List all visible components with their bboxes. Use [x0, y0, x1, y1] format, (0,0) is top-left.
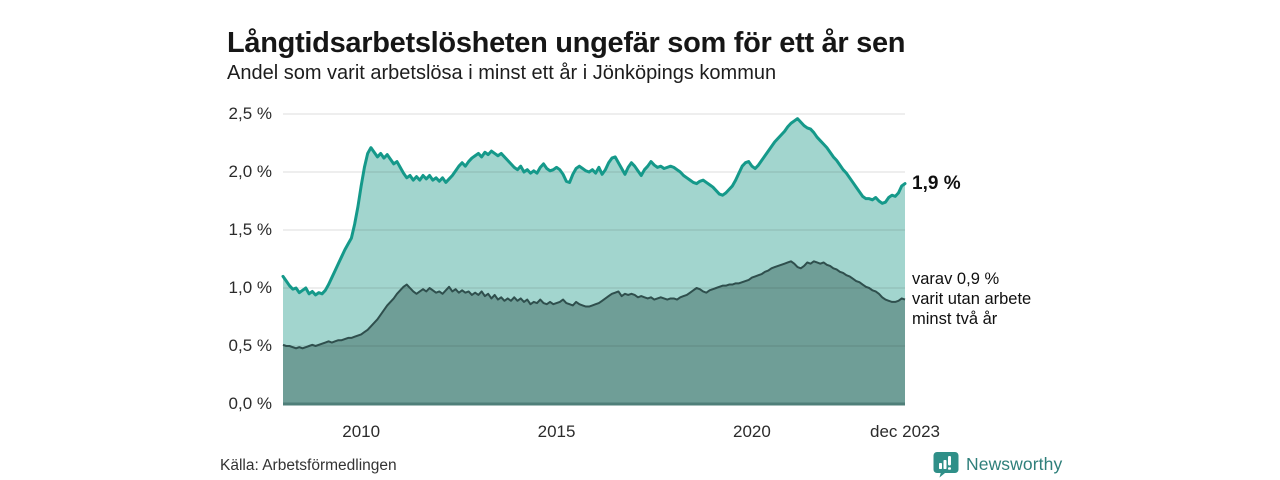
end-label-two-year-note: varav 0,9 % varit utan arbete minst två år: [912, 269, 1031, 329]
two-year-area-fill: [283, 261, 905, 404]
end-label-total: 1,9 %: [912, 173, 961, 194]
y-axis-label: 0,5 %: [228, 336, 272, 355]
source-note: Källa: Arbetsförmedlingen: [220, 457, 397, 474]
brand-name: Newsworthy: [966, 454, 1063, 474]
y-axis-label: 1,0 %: [228, 278, 272, 297]
end-note-line: varav 0,9 %: [912, 270, 1000, 288]
y-axis-label: 2,0 %: [228, 162, 272, 181]
x-axis-label: 2015: [537, 422, 576, 441]
y-axis-label: 1,5 %: [228, 220, 272, 239]
y-axis-label: 0,0 %: [228, 394, 272, 413]
x-axis-label: 2020: [733, 422, 771, 441]
two-year-line: [282, 260, 906, 350]
x-axis-label: dec 2023: [870, 422, 940, 441]
unemployment-area-chart: [281, 113, 907, 406]
x-axis-label: 2010: [342, 422, 381, 441]
y-axis-label: 2,5 %: [228, 104, 272, 123]
page-title: Långtidsarbetslösheten ungefär som för e…: [227, 27, 906, 60]
end-note-line: varit utan arbete: [912, 290, 1032, 308]
total-line: [281, 117, 907, 297]
chart-subtitle: Andel som varit arbetslösa i minst ett å…: [227, 62, 777, 84]
newsworthy-logo-icon: [933, 452, 959, 478]
brand-lockup: Newsworthy: [933, 451, 1062, 478]
end-note-line: minst två år: [912, 310, 998, 328]
